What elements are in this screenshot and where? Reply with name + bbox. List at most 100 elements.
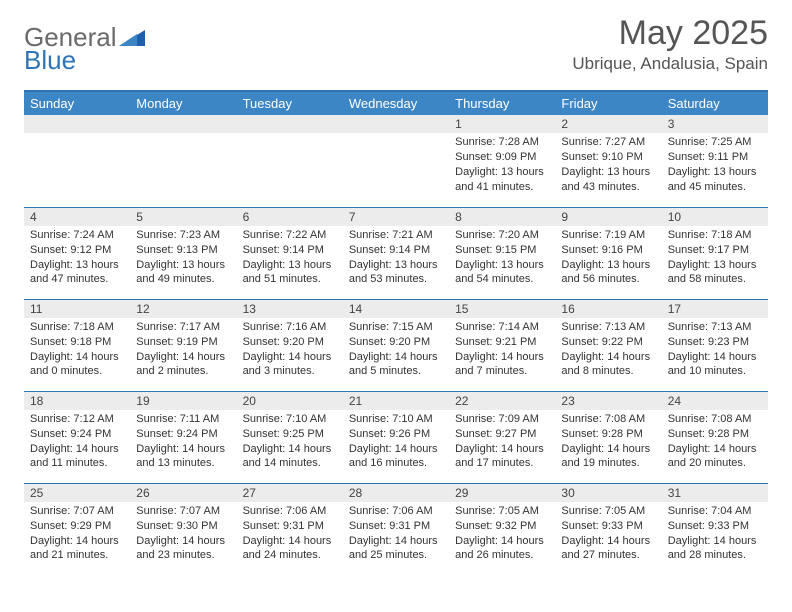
day-cell: 23Sunrise: 7:08 AMSunset: 9:28 PMDayligh… bbox=[555, 391, 661, 483]
day-detail bbox=[24, 133, 130, 193]
day-cell: 21Sunrise: 7:10 AMSunset: 9:26 PMDayligh… bbox=[343, 391, 449, 483]
day-cell: 3Sunrise: 7:25 AMSunset: 9:11 PMDaylight… bbox=[662, 115, 768, 207]
daylight-text-1: Daylight: 14 hours bbox=[455, 350, 549, 365]
day-cell: 16Sunrise: 7:13 AMSunset: 9:22 PMDayligh… bbox=[555, 299, 661, 391]
day-detail: Sunrise: 7:24 AMSunset: 9:12 PMDaylight:… bbox=[24, 226, 130, 291]
day-number: 1 bbox=[449, 115, 555, 133]
day-cell bbox=[130, 115, 236, 207]
sunset-text: Sunset: 9:26 PM bbox=[349, 427, 443, 442]
daylight-text-1: Daylight: 14 hours bbox=[243, 442, 337, 457]
logo: General Blue bbox=[24, 16, 145, 84]
day-cell: 11Sunrise: 7:18 AMSunset: 9:18 PMDayligh… bbox=[24, 299, 130, 391]
logo-text: General Blue bbox=[24, 22, 145, 84]
day-cell: 7Sunrise: 7:21 AMSunset: 9:14 PMDaylight… bbox=[343, 207, 449, 299]
day-cell: 27Sunrise: 7:06 AMSunset: 9:31 PMDayligh… bbox=[237, 483, 343, 575]
daylight-text-1: Daylight: 14 hours bbox=[243, 350, 337, 365]
day-number: 9 bbox=[555, 208, 661, 226]
calendar-table: Sunday Monday Tuesday Wednesday Thursday… bbox=[24, 92, 768, 575]
day-detail: Sunrise: 7:18 AMSunset: 9:18 PMDaylight:… bbox=[24, 318, 130, 383]
daylight-text-1: Daylight: 14 hours bbox=[349, 350, 443, 365]
day-detail bbox=[343, 133, 449, 193]
day-detail: Sunrise: 7:04 AMSunset: 9:33 PMDaylight:… bbox=[662, 502, 768, 567]
day-cell: 2Sunrise: 7:27 AMSunset: 9:10 PMDaylight… bbox=[555, 115, 661, 207]
day-number bbox=[24, 115, 130, 133]
sunrise-text: Sunrise: 7:24 AM bbox=[30, 228, 124, 243]
day-detail: Sunrise: 7:10 AMSunset: 9:26 PMDaylight:… bbox=[343, 410, 449, 475]
sunset-text: Sunset: 9:13 PM bbox=[136, 243, 230, 258]
sunrise-text: Sunrise: 7:25 AM bbox=[668, 135, 762, 150]
daylight-text-1: Daylight: 14 hours bbox=[455, 442, 549, 457]
daylight-text-2: and 28 minutes. bbox=[668, 548, 762, 563]
day-cell: 18Sunrise: 7:12 AMSunset: 9:24 PMDayligh… bbox=[24, 391, 130, 483]
daylight-text-2: and 16 minutes. bbox=[349, 456, 443, 471]
daylight-text-1: Daylight: 14 hours bbox=[349, 442, 443, 457]
day-detail: Sunrise: 7:10 AMSunset: 9:25 PMDaylight:… bbox=[237, 410, 343, 475]
day-cell: 28Sunrise: 7:06 AMSunset: 9:31 PMDayligh… bbox=[343, 483, 449, 575]
sunset-text: Sunset: 9:30 PM bbox=[136, 519, 230, 534]
daylight-text-1: Daylight: 14 hours bbox=[561, 350, 655, 365]
week-row: 18Sunrise: 7:12 AMSunset: 9:24 PMDayligh… bbox=[24, 391, 768, 483]
day-number: 2 bbox=[555, 115, 661, 133]
day-detail: Sunrise: 7:20 AMSunset: 9:15 PMDaylight:… bbox=[449, 226, 555, 291]
day-detail: Sunrise: 7:13 AMSunset: 9:22 PMDaylight:… bbox=[555, 318, 661, 383]
day-detail: Sunrise: 7:06 AMSunset: 9:31 PMDaylight:… bbox=[237, 502, 343, 567]
daylight-text-1: Daylight: 14 hours bbox=[561, 534, 655, 549]
daylight-text-1: Daylight: 14 hours bbox=[561, 442, 655, 457]
daylight-text-1: Daylight: 13 hours bbox=[668, 258, 762, 273]
sunset-text: Sunset: 9:20 PM bbox=[243, 335, 337, 350]
day-detail: Sunrise: 7:09 AMSunset: 9:27 PMDaylight:… bbox=[449, 410, 555, 475]
sunrise-text: Sunrise: 7:11 AM bbox=[136, 412, 230, 427]
daylight-text-2: and 2 minutes. bbox=[136, 364, 230, 379]
day-cell: 8Sunrise: 7:20 AMSunset: 9:15 PMDaylight… bbox=[449, 207, 555, 299]
day-cell: 14Sunrise: 7:15 AMSunset: 9:20 PMDayligh… bbox=[343, 299, 449, 391]
sunset-text: Sunset: 9:20 PM bbox=[349, 335, 443, 350]
daylight-text-2: and 0 minutes. bbox=[30, 364, 124, 379]
day-detail: Sunrise: 7:11 AMSunset: 9:24 PMDaylight:… bbox=[130, 410, 236, 475]
daylight-text-1: Daylight: 14 hours bbox=[136, 534, 230, 549]
daylight-text-2: and 11 minutes. bbox=[30, 456, 124, 471]
daylight-text-2: and 23 minutes. bbox=[136, 548, 230, 563]
daylight-text-1: Daylight: 13 hours bbox=[243, 258, 337, 273]
daylight-text-1: Daylight: 13 hours bbox=[30, 258, 124, 273]
sunrise-text: Sunrise: 7:07 AM bbox=[136, 504, 230, 519]
sunrise-text: Sunrise: 7:28 AM bbox=[455, 135, 549, 150]
sunrise-text: Sunrise: 7:13 AM bbox=[668, 320, 762, 335]
day-detail bbox=[237, 133, 343, 193]
sunset-text: Sunset: 9:33 PM bbox=[561, 519, 655, 534]
day-number: 28 bbox=[343, 484, 449, 502]
sunrise-text: Sunrise: 7:23 AM bbox=[136, 228, 230, 243]
day-number: 19 bbox=[130, 392, 236, 410]
day-detail: Sunrise: 7:15 AMSunset: 9:20 PMDaylight:… bbox=[343, 318, 449, 383]
day-number: 22 bbox=[449, 392, 555, 410]
daylight-text-1: Daylight: 14 hours bbox=[30, 442, 124, 457]
daylight-text-1: Daylight: 13 hours bbox=[349, 258, 443, 273]
day-number: 24 bbox=[662, 392, 768, 410]
day-cell: 15Sunrise: 7:14 AMSunset: 9:21 PMDayligh… bbox=[449, 299, 555, 391]
sunrise-text: Sunrise: 7:10 AM bbox=[349, 412, 443, 427]
daylight-text-1: Daylight: 14 hours bbox=[30, 534, 124, 549]
week-row: 4Sunrise: 7:24 AMSunset: 9:12 PMDaylight… bbox=[24, 207, 768, 299]
day-detail: Sunrise: 7:28 AMSunset: 9:09 PMDaylight:… bbox=[449, 133, 555, 198]
daylight-text-1: Daylight: 14 hours bbox=[349, 534, 443, 549]
sunset-text: Sunset: 9:18 PM bbox=[30, 335, 124, 350]
day-header: Thursday bbox=[449, 92, 555, 115]
day-number bbox=[343, 115, 449, 133]
sunrise-text: Sunrise: 7:19 AM bbox=[561, 228, 655, 243]
day-cell bbox=[237, 115, 343, 207]
sunrise-text: Sunrise: 7:21 AM bbox=[349, 228, 443, 243]
day-detail: Sunrise: 7:13 AMSunset: 9:23 PMDaylight:… bbox=[662, 318, 768, 383]
day-number: 6 bbox=[237, 208, 343, 226]
day-number: 31 bbox=[662, 484, 768, 502]
day-detail: Sunrise: 7:07 AMSunset: 9:29 PMDaylight:… bbox=[24, 502, 130, 567]
daylight-text-1: Daylight: 14 hours bbox=[136, 350, 230, 365]
sunrise-text: Sunrise: 7:08 AM bbox=[668, 412, 762, 427]
daylight-text-2: and 3 minutes. bbox=[243, 364, 337, 379]
daylight-text-2: and 54 minutes. bbox=[455, 272, 549, 287]
daylight-text-1: Daylight: 14 hours bbox=[243, 534, 337, 549]
sunset-text: Sunset: 9:14 PM bbox=[349, 243, 443, 258]
daylight-text-1: Daylight: 13 hours bbox=[136, 258, 230, 273]
sunset-text: Sunset: 9:15 PM bbox=[455, 243, 549, 258]
daylight-text-2: and 21 minutes. bbox=[30, 548, 124, 563]
sunrise-text: Sunrise: 7:06 AM bbox=[349, 504, 443, 519]
day-cell: 5Sunrise: 7:23 AMSunset: 9:13 PMDaylight… bbox=[130, 207, 236, 299]
